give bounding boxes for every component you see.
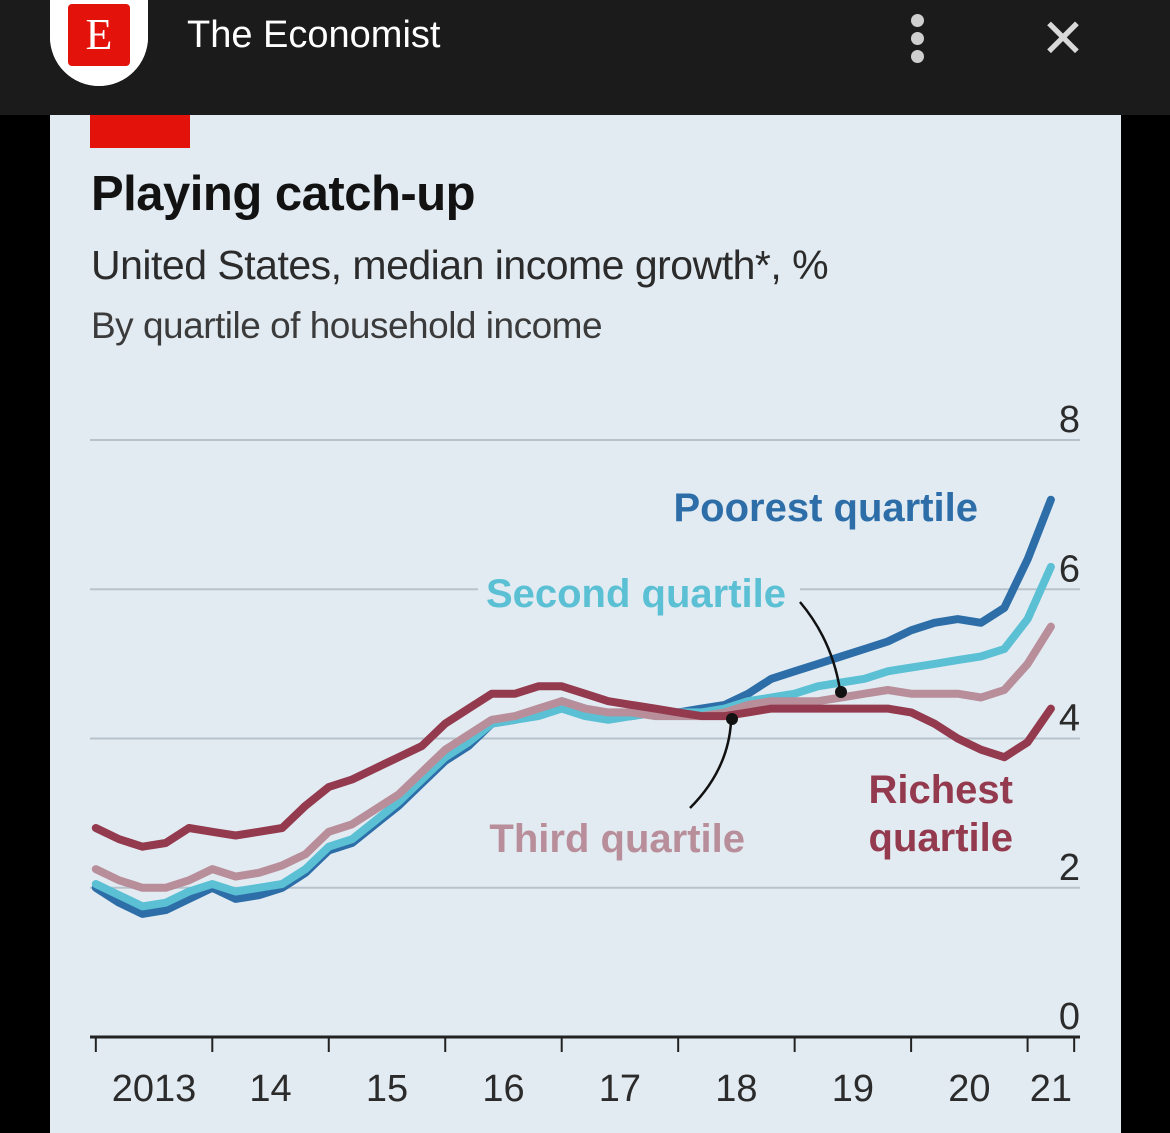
- x-tick-label-14: 14: [249, 1068, 291, 1110]
- series-label-second: Second quartile: [486, 572, 786, 616]
- x-tick-label-19: 19: [832, 1068, 874, 1110]
- close-button[interactable]: ✕: [1040, 9, 1086, 69]
- chart-subtitle-detail: By quartile of household income: [91, 305, 603, 346]
- chart-subtitle: United States, median income growth*, %: [91, 242, 829, 288]
- series-line-second: [91, 562, 1055, 911]
- leader-dot-third: [726, 713, 738, 725]
- label-backdrop: [478, 566, 800, 616]
- series-label-poorest: Poorest quartile: [673, 486, 978, 530]
- chart-title: Playing catch-up: [91, 167, 476, 221]
- y-tick-label-8: 8: [1059, 399, 1080, 441]
- x-tick-label-16: 16: [482, 1068, 524, 1110]
- y-tick-label-4: 4: [1059, 698, 1080, 740]
- more-options-icon[interactable]: [895, 8, 941, 68]
- x-tick-label-21: 21: [1030, 1068, 1072, 1110]
- brand-tag: [90, 115, 190, 148]
- leader-line-second: [799, 601, 842, 691]
- x-tick-label-15: 15: [366, 1068, 408, 1110]
- series-line-third: [91, 622, 1055, 892]
- series-line-richest: [91, 682, 1055, 851]
- app-title: The Economist: [187, 14, 441, 56]
- x-tick-label-18: 18: [715, 1068, 757, 1110]
- y-tick-label-6: 6: [1059, 548, 1080, 590]
- y-tick-label-2: 2: [1059, 847, 1080, 889]
- series-label-third: Third quartile: [489, 817, 745, 861]
- x-tick-label-20: 20: [948, 1068, 990, 1110]
- app-bar: [0, 0, 1170, 115]
- leader-line-third: [689, 721, 733, 809]
- y-tick-label-0: 0: [1059, 996, 1080, 1038]
- x-tick-label-2013: 2013: [112, 1068, 197, 1110]
- series-label-richest: Richest quartile: [869, 768, 1014, 860]
- x-tick-label-17: 17: [599, 1068, 641, 1110]
- economist-logo-icon[interactable]: E: [68, 4, 130, 66]
- leader-dot-second: [835, 686, 847, 698]
